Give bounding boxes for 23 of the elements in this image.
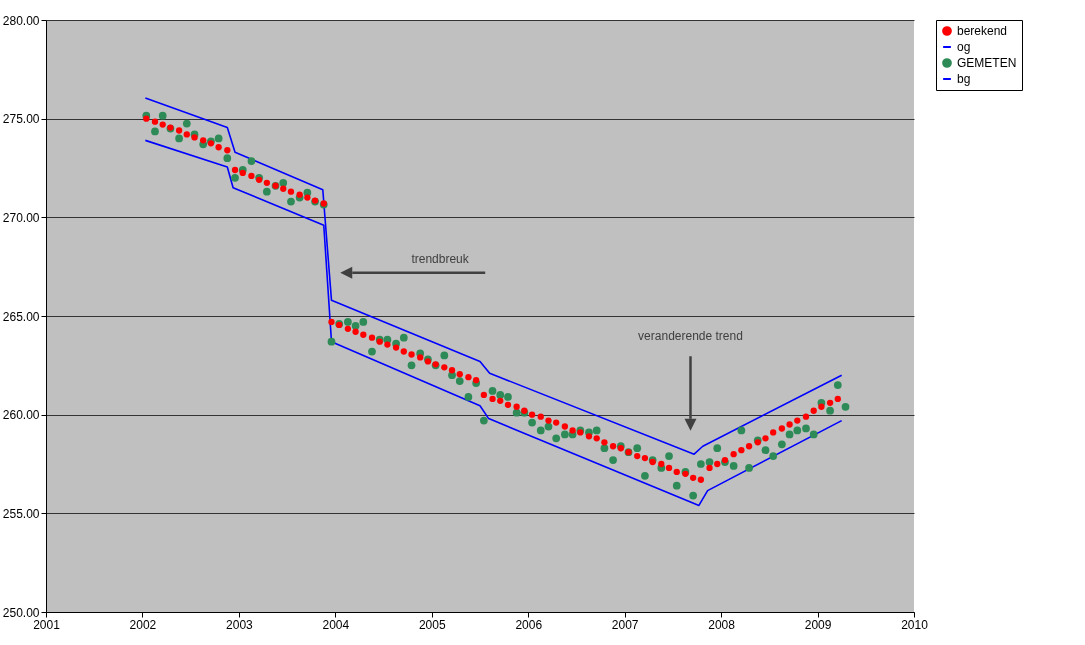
x-tick-label: 2001	[33, 617, 61, 632]
legend-label: berekend	[957, 24, 1008, 38]
y-tick-label: 255.00	[2, 506, 40, 521]
legend-label: GEMETEN	[957, 56, 1017, 70]
annotation: trendbreuk	[411, 251, 470, 266]
x-tick-label: 2004	[322, 617, 350, 632]
y-tick-label: 280.00	[2, 13, 40, 28]
x-tick-label: 2005	[418, 617, 446, 632]
x-tick-label: 2008	[708, 617, 736, 632]
x-tick-label: 2010	[901, 617, 929, 632]
x-tick-label: 2003	[226, 617, 254, 632]
y-tick-label: 270.00	[2, 210, 40, 225]
y-tick-label: 275.00	[2, 112, 40, 127]
y-tick-label: 250.00	[2, 605, 40, 620]
legend-label: bg	[957, 72, 971, 86]
legend-label: og	[957, 40, 971, 54]
x-tick-label: 2006	[515, 617, 543, 632]
y-tick-label: 265.00	[2, 309, 40, 324]
annotation: veranderende trend	[638, 329, 743, 344]
x-tick-label: 2007	[611, 617, 639, 632]
y-tick-label: 260.00	[2, 408, 40, 423]
x-tick-label: 2002	[129, 617, 157, 632]
x-tick-label: 2009	[804, 617, 832, 632]
